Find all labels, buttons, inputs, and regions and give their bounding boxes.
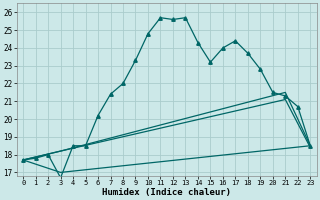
- X-axis label: Humidex (Indice chaleur): Humidex (Indice chaleur): [102, 188, 231, 197]
